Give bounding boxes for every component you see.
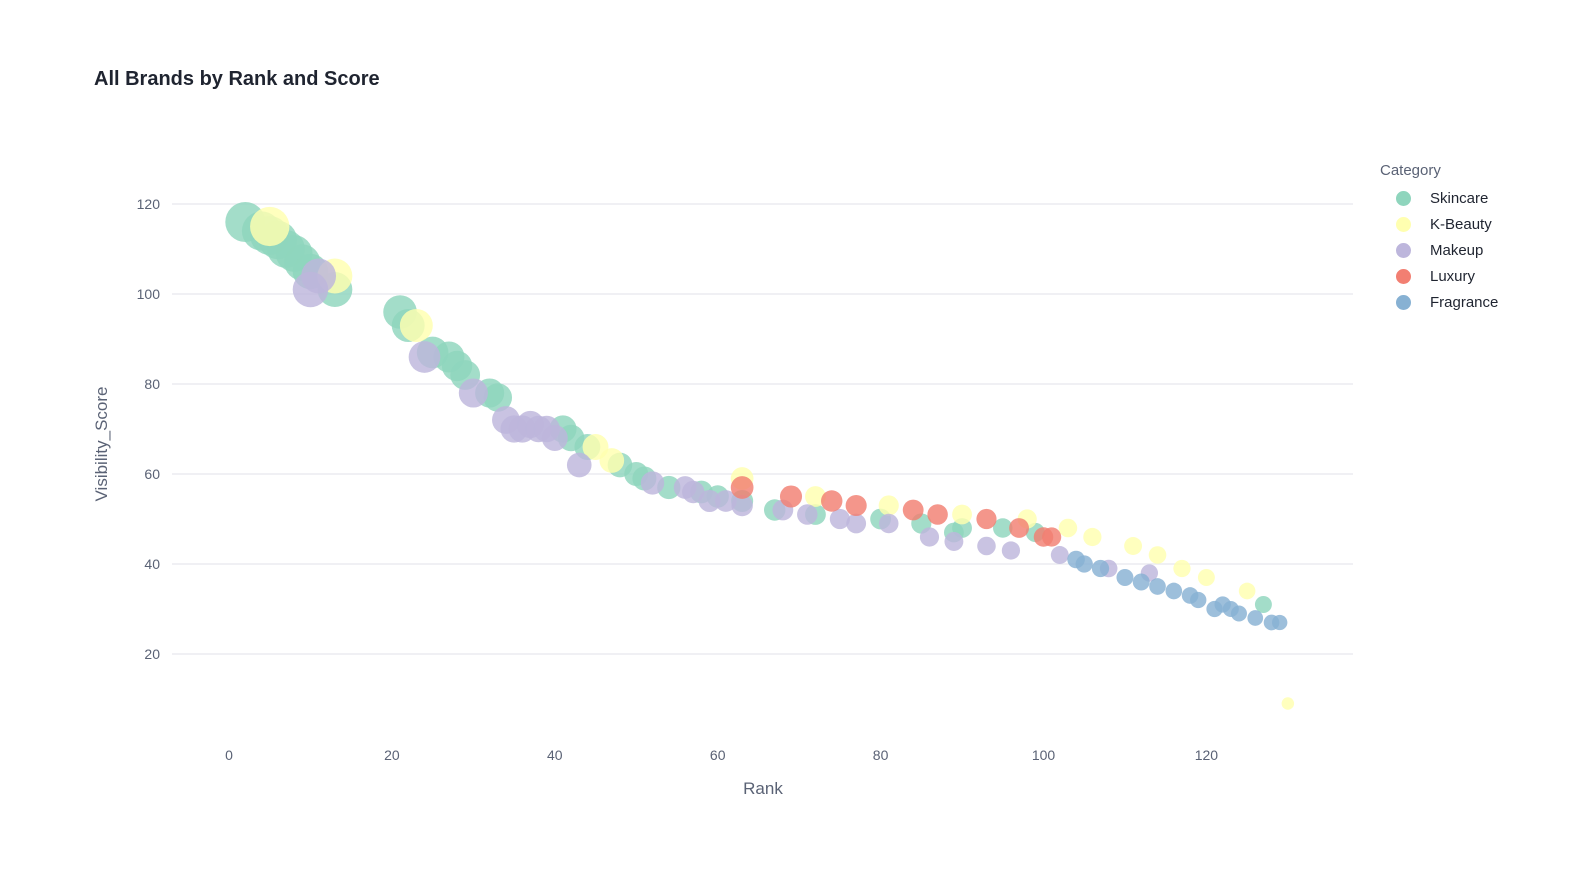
data-point-k-beauty xyxy=(1058,518,1078,538)
legend-item[interactable]: Skincare xyxy=(1380,185,1498,211)
legend-title: Category xyxy=(1380,162,1441,179)
data-point-fragrance xyxy=(1132,573,1150,591)
x-tick-label: 0 xyxy=(225,747,233,763)
y-tick-label: 100 xyxy=(137,286,161,302)
data-point-k-beauty xyxy=(805,486,826,507)
x-tick-label: 20 xyxy=(384,747,400,763)
data-point-fragrance xyxy=(1165,582,1183,600)
data-point-luxury xyxy=(976,508,997,530)
data-point-makeup xyxy=(458,378,488,408)
legend: Category Skincare K-Beauty Makeup Luxury Fra… xyxy=(1380,162,1498,315)
data-point-makeup xyxy=(846,513,867,534)
legend-item[interactable]: Makeup xyxy=(1380,237,1498,263)
data-point-luxury xyxy=(821,490,843,512)
data-point-makeup xyxy=(698,489,721,513)
data-point-makeup xyxy=(714,490,737,512)
data-point-k-beauty xyxy=(1148,546,1167,564)
gridlines xyxy=(172,203,1353,655)
data-point-k-beauty xyxy=(1238,582,1256,600)
y-axis-ticks: 20 40 60 80 100 120 xyxy=(137,196,161,662)
data-point-makeup xyxy=(640,471,665,495)
data-point-skincare xyxy=(483,383,513,412)
data-point-fragrance xyxy=(1272,614,1288,631)
data-point-skincare xyxy=(993,518,1013,538)
x-tick-label: 60 xyxy=(710,747,726,763)
data-point-k-beauty xyxy=(399,309,433,342)
y-tick-label: 60 xyxy=(144,466,160,482)
data-point-k-beauty xyxy=(1197,569,1215,586)
legend-swatch xyxy=(1396,242,1411,258)
data-point-luxury xyxy=(730,476,754,499)
x-tick-label: 80 xyxy=(873,747,889,763)
data-point-luxury xyxy=(902,499,924,521)
data-point-k-beauty xyxy=(1173,559,1191,578)
data-point-makeup xyxy=(944,532,964,551)
data-point-k-beauty xyxy=(1281,697,1295,710)
data-point-k-beauty xyxy=(878,495,899,516)
data-point-makeup xyxy=(1001,541,1021,560)
legend-item[interactable]: Luxury xyxy=(1380,263,1498,289)
legend-item[interactable]: K-Beauty xyxy=(1380,211,1498,237)
legend-label: Fragrance xyxy=(1430,293,1499,311)
chart-title: All Brands by Rank and Score xyxy=(94,68,380,90)
legend-label: Luxury xyxy=(1430,267,1476,285)
data-point-fragrance xyxy=(1190,591,1207,609)
y-axis-title: Visibility_Score xyxy=(92,387,111,502)
data-point-luxury xyxy=(1009,518,1029,538)
data-point-fragrance xyxy=(1230,605,1247,622)
data-point-k-beauty xyxy=(1083,527,1102,547)
data-point-fragrance xyxy=(1149,578,1166,595)
data-point-k-beauty xyxy=(952,504,972,525)
data-point-k-beauty xyxy=(599,448,625,473)
legend-swatch xyxy=(1396,190,1411,206)
y-tick-label: 120 xyxy=(137,196,161,212)
data-point-makeup xyxy=(541,425,568,451)
data-point-makeup xyxy=(919,527,940,547)
legend-swatch xyxy=(1396,268,1411,284)
data-point-makeup xyxy=(408,341,441,373)
data-point-luxury xyxy=(1042,527,1062,547)
data-point-makeup xyxy=(731,494,753,517)
x-axis-title: Rank xyxy=(743,779,783,798)
data-point-k-beauty xyxy=(1124,537,1143,555)
x-tick-label: 100 xyxy=(1032,747,1056,763)
y-tick-label: 40 xyxy=(144,556,160,572)
data-point-fragrance xyxy=(1091,559,1110,578)
x-axis-ticks: 0 20 40 60 80 100 120 xyxy=(225,747,1218,763)
data-point-makeup xyxy=(977,536,996,556)
x-tick-label: 40 xyxy=(547,747,563,763)
data-points xyxy=(225,202,1295,710)
data-point-fragrance xyxy=(1247,610,1264,626)
data-point-makeup xyxy=(829,508,850,530)
data-point-luxury xyxy=(779,485,803,508)
data-point-k-beauty xyxy=(250,206,290,247)
legend-label: Skincare xyxy=(1430,189,1489,207)
data-point-makeup xyxy=(682,480,705,504)
legend-item[interactable]: Fragrance xyxy=(1380,289,1498,315)
x-tick-label: 120 xyxy=(1195,747,1219,763)
y-tick-label: 80 xyxy=(144,376,160,392)
legend-label: K-Beauty xyxy=(1430,215,1492,233)
data-point-luxury xyxy=(927,504,948,525)
data-point-makeup xyxy=(878,513,899,534)
data-point-skincare xyxy=(1254,596,1272,613)
data-point-fragrance xyxy=(1116,569,1134,586)
data-point-makeup xyxy=(1050,546,1069,564)
legend-swatch xyxy=(1396,216,1411,232)
data-point-makeup xyxy=(301,258,337,294)
legend-label: Makeup xyxy=(1430,241,1484,259)
y-tick-label: 20 xyxy=(144,646,160,662)
data-point-fragrance xyxy=(1075,555,1093,573)
data-point-makeup xyxy=(566,452,592,478)
data-point-makeup xyxy=(797,504,818,525)
data-point-luxury xyxy=(845,494,867,517)
legend-swatch xyxy=(1396,294,1411,310)
